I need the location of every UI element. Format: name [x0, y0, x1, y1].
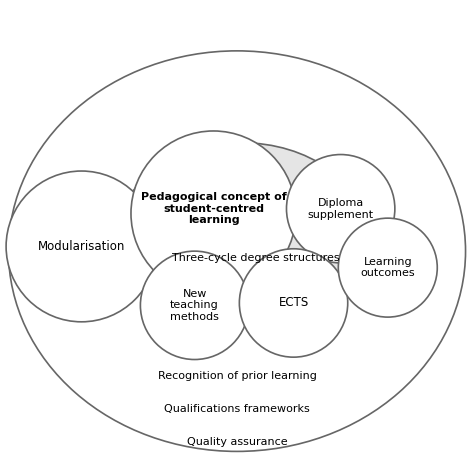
- Ellipse shape: [119, 143, 364, 322]
- Ellipse shape: [72, 121, 402, 381]
- Text: Qualifications frameworks: Qualifications frameworks: [164, 404, 310, 414]
- Text: ECTS: ECTS: [278, 296, 309, 310]
- Ellipse shape: [30, 74, 444, 428]
- Ellipse shape: [239, 249, 348, 357]
- Ellipse shape: [131, 131, 296, 296]
- Text: Pedagogical concept of
student-centred
learning: Pedagogical concept of student-centred l…: [141, 192, 286, 225]
- Text: Learning
outcomes: Learning outcomes: [361, 257, 415, 278]
- Text: Quality assurance: Quality assurance: [187, 437, 287, 447]
- Text: Three-cycle degree structures: Three-cycle degree structures: [172, 253, 340, 263]
- Text: Modularisation: Modularisation: [38, 240, 125, 253]
- Ellipse shape: [140, 251, 249, 359]
- Text: New
teaching
methods: New teaching methods: [170, 289, 219, 322]
- Ellipse shape: [51, 98, 423, 404]
- Text: Recognition of prior learning: Recognition of prior learning: [157, 371, 317, 381]
- Ellipse shape: [338, 218, 438, 317]
- Text: Diploma
supplement: Diploma supplement: [308, 198, 374, 219]
- Ellipse shape: [6, 171, 157, 322]
- Ellipse shape: [9, 51, 465, 451]
- Ellipse shape: [286, 155, 395, 263]
